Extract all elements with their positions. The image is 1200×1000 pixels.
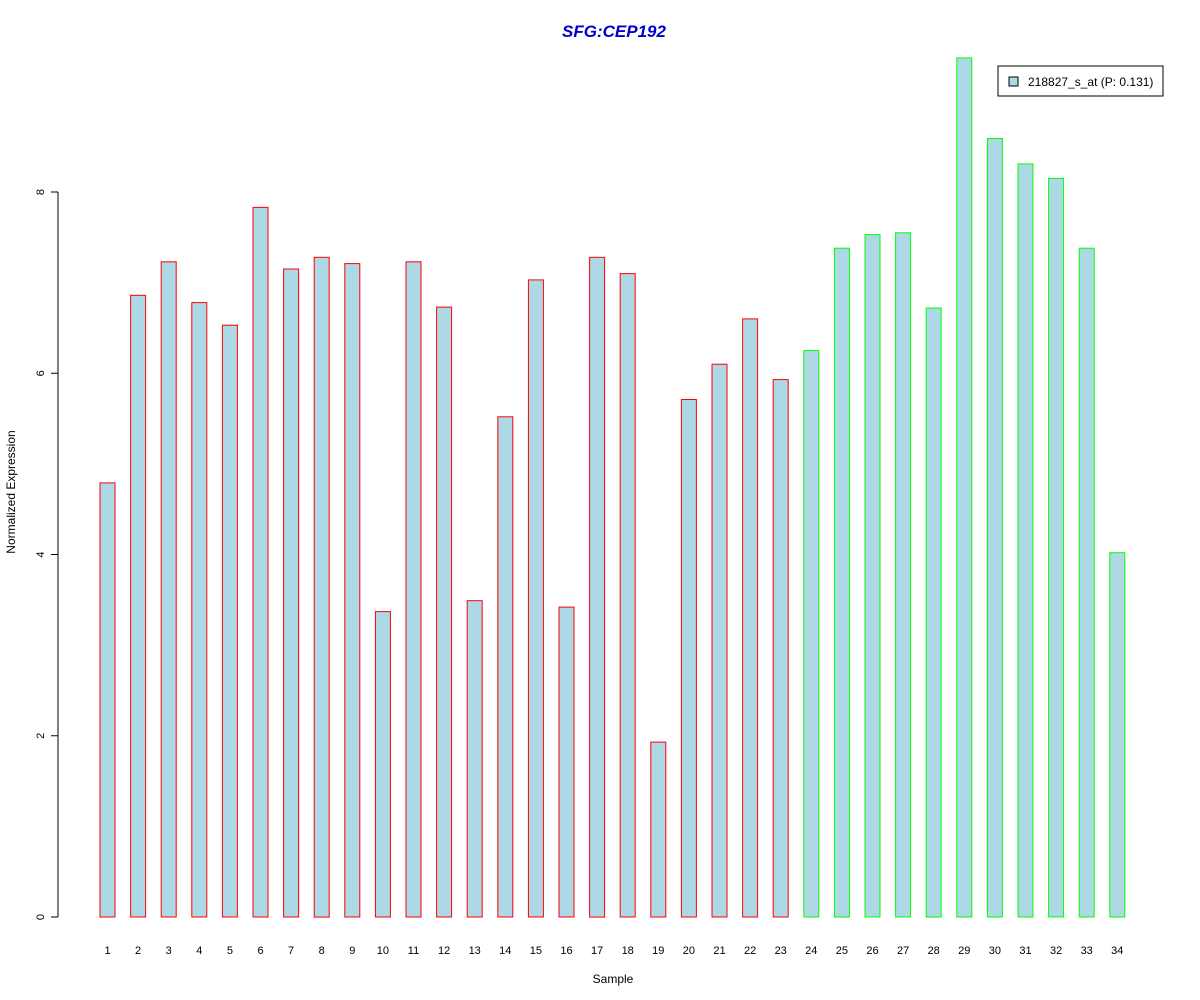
bar-sample-28 [925, 307, 942, 918]
bar-sample-2 [130, 294, 147, 918]
y-axis-label: Normalized Expression [4, 430, 18, 553]
x-tick-label: 2 [135, 945, 141, 957]
bar-sample-9 [344, 263, 361, 918]
y-tick-label: 2 [35, 733, 47, 739]
bar-sample-11 [405, 261, 422, 918]
bar-sample-27 [895, 232, 912, 918]
bar-sample-12 [436, 306, 453, 918]
legend-label: 218827_s_at (P: 0.131) [1028, 75, 1153, 89]
chart-title: SFG:CEP192 [562, 22, 666, 41]
x-axis-label: Sample [593, 972, 634, 986]
bar-sample-30 [986, 138, 1003, 918]
x-tick-label: 13 [469, 945, 481, 957]
bar-sample-5 [221, 324, 238, 918]
bar-sample-29 [956, 57, 973, 918]
bar-sample-17 [589, 256, 606, 918]
bar-sample-13 [466, 600, 483, 918]
x-tick-label: 20 [683, 945, 695, 957]
x-tick-label: 28 [928, 945, 940, 957]
x-tick-label: 11 [408, 945, 419, 957]
x-tick-label: 3 [166, 945, 172, 957]
bar-sample-1 [99, 482, 116, 918]
x-tick-label: 1 [104, 945, 110, 957]
y-tick-label: 8 [35, 189, 47, 195]
x-tick-label: 7 [288, 945, 294, 957]
x-tick-label: 29 [958, 945, 970, 957]
legend: 218827_s_at (P: 0.131) [997, 65, 1164, 97]
bar-sample-20 [680, 399, 697, 918]
x-tick-label: 18 [622, 945, 634, 957]
x-tick-label: 24 [805, 945, 817, 957]
bar-sample-25 [833, 247, 850, 918]
x-tick-label: 9 [349, 945, 355, 957]
x-tick-label: 15 [530, 945, 542, 957]
bar-sample-33 [1078, 247, 1095, 918]
bar-sample-14 [497, 416, 514, 918]
x-tick-label: 26 [866, 945, 878, 957]
bar-sample-3 [160, 261, 177, 918]
x-tick-label: 5 [227, 945, 233, 957]
legend-swatch [1008, 76, 1019, 87]
x-tick-label: 17 [591, 945, 603, 957]
x-tick-label: 16 [560, 945, 572, 957]
bar-sample-34 [1109, 552, 1126, 918]
bar-sample-7 [283, 268, 300, 918]
x-tick-label: 25 [836, 945, 848, 957]
bar-sample-32 [1048, 177, 1065, 918]
bar-sample-31 [1017, 163, 1034, 918]
bar-sample-23 [772, 379, 789, 918]
x-tick-label: 8 [319, 945, 325, 957]
x-tick-label: 32 [1050, 945, 1062, 957]
x-tick-label: 10 [377, 945, 389, 957]
x-tick-label: 14 [499, 945, 511, 957]
bar-sample-26 [864, 234, 881, 918]
y-tick-label: 6 [35, 370, 47, 376]
x-tick-label: 30 [989, 945, 1001, 957]
x-tick-label: 31 [1019, 945, 1031, 957]
x-tick-label: 21 [713, 945, 725, 957]
bar-sample-21 [711, 363, 728, 918]
x-tick-label: 12 [438, 945, 450, 957]
y-axis: 0 2 4 6 8 [35, 189, 59, 920]
x-tick-label: 4 [196, 945, 202, 957]
x-tick-label: 34 [1111, 945, 1123, 957]
bar-sample-16 [558, 606, 575, 918]
x-tick-label: 22 [744, 945, 756, 957]
x-tick-label: 6 [257, 945, 263, 957]
x-tick-label: 23 [775, 945, 787, 957]
x-axis-tick-labels: 1 2 3 4 5 6 7 8 9 10 11 12 13 14 15 16 17 18 19 20 21 22 23 24 2… [104, 945, 1123, 957]
x-tick-label: 33 [1081, 945, 1093, 957]
bar-sample-19 [650, 741, 667, 918]
bar-sample-18 [619, 273, 636, 918]
x-tick-label: 19 [652, 945, 664, 957]
y-tick-label: 0 [35, 914, 47, 920]
bar-sample-6 [252, 206, 269, 918]
bar-sample-24 [803, 350, 820, 918]
bar-sample-15 [527, 279, 544, 918]
bars [99, 57, 1126, 918]
bar-sample-22 [742, 318, 759, 918]
bar-sample-4 [191, 302, 208, 918]
bar-sample-8 [313, 256, 330, 918]
y-tick-label: 4 [35, 551, 47, 557]
bar-sample-10 [374, 611, 391, 918]
x-tick-label: 27 [897, 945, 909, 957]
legend-box [997, 65, 1164, 97]
